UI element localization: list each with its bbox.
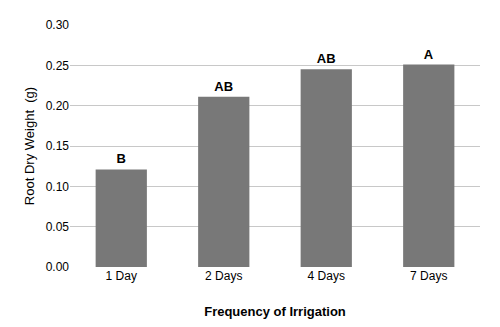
svg-text:Root Dry Weight (g): Root Dry Weight (g) [22,87,37,205]
svg-text:AB: AB [317,51,336,66]
svg-text:0.15: 0.15 [46,139,70,153]
svg-text:0.25: 0.25 [46,59,70,73]
svg-text:A: A [424,47,434,62]
svg-text:4 Days: 4 Days [308,269,345,283]
svg-text:AB: AB [214,79,233,94]
svg-text:7 Days: 7 Days [410,269,447,283]
svg-text:0.10: 0.10 [46,180,70,194]
svg-text:0.20: 0.20 [46,99,70,113]
svg-text:1 Day: 1 Day [106,269,137,283]
svg-text:0.05: 0.05 [46,220,70,234]
svg-text:2 Days: 2 Days [205,269,242,283]
svg-text:0.30: 0.30 [46,18,70,32]
svg-text:0.00: 0.00 [46,260,70,274]
svg-text:Frequency of Irrigation: Frequency of Irrigation [204,304,346,319]
svg-text:B: B [117,151,126,166]
